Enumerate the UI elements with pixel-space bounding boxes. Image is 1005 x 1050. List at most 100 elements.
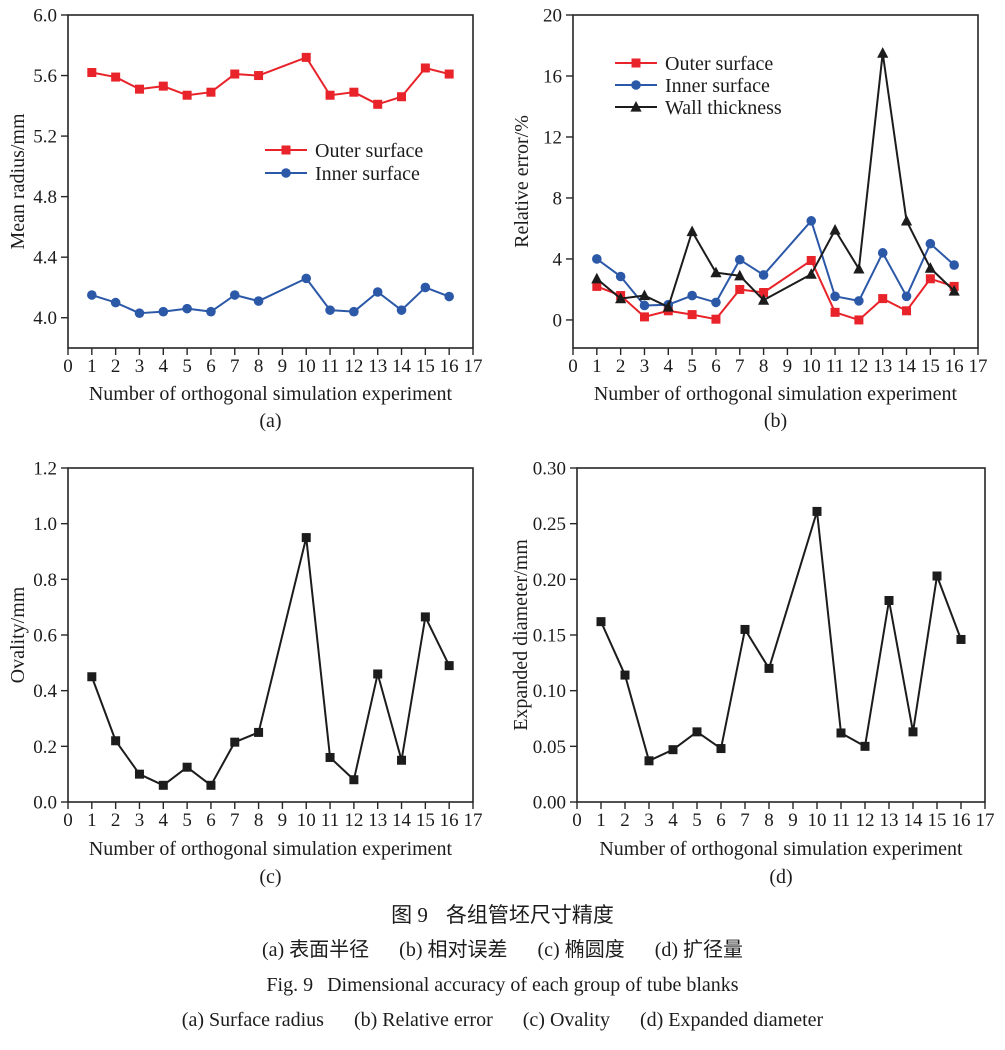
svg-text:14: 14 bbox=[904, 810, 924, 831]
svg-text:13: 13 bbox=[873, 356, 892, 377]
svg-text:12: 12 bbox=[849, 356, 868, 377]
svg-text:0.25: 0.25 bbox=[533, 514, 566, 535]
svg-text:10: 10 bbox=[297, 356, 316, 377]
svg-text:7: 7 bbox=[735, 356, 745, 377]
svg-text:5: 5 bbox=[182, 356, 192, 377]
series-outer-surface bbox=[87, 52, 454, 109]
svg-text:11: 11 bbox=[321, 356, 339, 377]
svg-text:17: 17 bbox=[464, 810, 483, 831]
svg-text:4.8: 4.8 bbox=[33, 187, 57, 208]
svg-text:16: 16 bbox=[952, 810, 971, 831]
svg-text:0.2: 0.2 bbox=[33, 737, 57, 758]
svg-text:15: 15 bbox=[921, 356, 940, 377]
svg-text:9: 9 bbox=[278, 810, 288, 831]
svg-text:4: 4 bbox=[668, 810, 678, 831]
svg-text:0.10: 0.10 bbox=[533, 681, 566, 702]
svg-text:5.2: 5.2 bbox=[33, 127, 57, 148]
svg-text:3: 3 bbox=[640, 356, 650, 377]
svg-text:0.05: 0.05 bbox=[533, 737, 566, 758]
series-ovality bbox=[87, 533, 454, 790]
y-axis-label: Mean radius/mm bbox=[7, 113, 29, 250]
svg-text:0.0: 0.0 bbox=[33, 793, 57, 814]
y-tick-labels: 4.0 4.4 4.8 5.2 5.6 6.0 bbox=[33, 6, 57, 330]
caption-zh-figure-number: 图 9 bbox=[391, 903, 428, 927]
svg-text:3: 3 bbox=[135, 356, 145, 377]
caption-en-title-text: Dimensional accuracy of each group of tu… bbox=[327, 974, 739, 996]
caption-en-title: Fig. 9 Dimensional accuracy of each group… bbox=[0, 972, 1005, 998]
svg-text:4: 4 bbox=[159, 810, 169, 831]
subplot-tag: (d) bbox=[769, 866, 792, 888]
svg-text:2: 2 bbox=[111, 356, 121, 377]
svg-text:8: 8 bbox=[553, 188, 563, 209]
legend-label: Outer surface bbox=[315, 140, 423, 162]
svg-text:15: 15 bbox=[928, 810, 947, 831]
series-wall-thickness bbox=[591, 47, 960, 312]
svg-text:13: 13 bbox=[368, 356, 387, 377]
caption-zh-title-text: 各组管坯尺寸精度 bbox=[445, 903, 614, 927]
chart-svg-b: 0 1 2 3 4 5 6 7 8 9 10 11 12 13 14 15 16 17048121620Numbe… bbox=[511, 6, 988, 433]
figure-captions: 图 9 各组管坯尺寸精度 (a) 表面半径 (b) 相对误差 (c) 椭圆度 (d) 扩… bbox=[0, 902, 1005, 1042]
svg-text:0.00: 0.00 bbox=[533, 793, 566, 814]
svg-text:0: 0 bbox=[572, 810, 582, 831]
svg-text:6: 6 bbox=[711, 356, 721, 377]
x-tick-labels: 0 1 2 3 4 5 6 7 8 9 10 11 12 13 14 15 16 17 bbox=[63, 810, 482, 831]
svg-text:1: 1 bbox=[592, 356, 602, 377]
y-axis-label: Ovality/mm bbox=[7, 586, 29, 683]
caption-en-figure-number: Fig. 9 bbox=[266, 974, 314, 996]
svg-text:0.30: 0.30 bbox=[533, 459, 566, 480]
axes bbox=[61, 467, 474, 809]
series-outer-surface bbox=[592, 255, 959, 325]
svg-text:12: 12 bbox=[344, 356, 363, 377]
x-axis-label: Number of orthogonal simulation experime… bbox=[89, 838, 453, 860]
svg-text:8: 8 bbox=[764, 810, 774, 831]
svg-text:0: 0 bbox=[63, 356, 73, 377]
svg-text:9: 9 bbox=[278, 356, 288, 377]
caption-zh-part-b: (b) 相对误差 bbox=[399, 939, 508, 961]
subplot-tag: (b) bbox=[764, 410, 787, 432]
svg-text:6: 6 bbox=[716, 810, 726, 831]
series-inner-surface bbox=[592, 216, 959, 311]
svg-text:7: 7 bbox=[740, 810, 750, 831]
svg-text:16: 16 bbox=[945, 356, 964, 377]
subplot-a-surface-radius: 0 1 2 3 4 5 6 7 8 9 10 11 12 13 14 15 16 17 4.0 4.4 4.8 5.2 5.… bbox=[0, 0, 500, 435]
legend-label: Inner surface bbox=[315, 163, 420, 185]
caption-en-part-c: (c) Ovality bbox=[522, 1009, 610, 1031]
svg-text:5: 5 bbox=[182, 810, 192, 831]
svg-text:14: 14 bbox=[392, 356, 412, 377]
svg-text:1.2: 1.2 bbox=[33, 459, 57, 480]
svg-text:20: 20 bbox=[543, 6, 562, 27]
subplot-tag: (a) bbox=[259, 410, 281, 432]
svg-text:0: 0 bbox=[63, 810, 73, 831]
legend-label: Wall thickness bbox=[665, 97, 782, 119]
svg-text:12: 12 bbox=[344, 810, 363, 831]
svg-text:0: 0 bbox=[568, 356, 578, 377]
svg-text:6.0: 6.0 bbox=[33, 6, 57, 27]
svg-text:12: 12 bbox=[856, 810, 875, 831]
svg-text:11: 11 bbox=[321, 810, 339, 831]
chart-svg-d: 0 1 2 3 4 5 6 7 8 9 10 11 12 13 14 15 16 170.000.050.100.… bbox=[510, 459, 995, 889]
svg-text:6: 6 bbox=[206, 356, 216, 377]
caption-en-part-a: (a) Surface radius bbox=[181, 1009, 324, 1031]
y-axis-label: Expanded diameter/mm bbox=[510, 539, 532, 731]
y-tick-labels: 0 4 8 12 16 20 bbox=[543, 6, 563, 332]
svg-text:0: 0 bbox=[553, 310, 563, 331]
svg-text:7: 7 bbox=[230, 810, 240, 831]
svg-text:9: 9 bbox=[783, 356, 793, 377]
x-tick-labels: 0 1 2 3 4 5 6 7 8 9 10 11 12 13 14 15 16 17 bbox=[572, 810, 994, 831]
axes bbox=[566, 14, 979, 355]
svg-text:5: 5 bbox=[692, 810, 702, 831]
caption-zh-part-d: (d) 扩径量 bbox=[654, 939, 744, 961]
svg-text:4.4: 4.4 bbox=[33, 248, 57, 269]
svg-text:15: 15 bbox=[416, 810, 435, 831]
svg-text:4.0: 4.0 bbox=[33, 308, 57, 329]
svg-text:14: 14 bbox=[392, 810, 412, 831]
svg-text:3: 3 bbox=[135, 810, 145, 831]
svg-text:17: 17 bbox=[969, 356, 988, 377]
y-tick-labels: 0.00 0.05 0.10 0.15 0.20 0.25 0.30 bbox=[533, 459, 566, 814]
svg-text:4: 4 bbox=[159, 356, 169, 377]
svg-text:17: 17 bbox=[976, 810, 995, 831]
caption-zh-sublabels: (a) 表面半径 (b) 相对误差 (c) 椭圆度 (d) 扩径量 bbox=[0, 937, 1005, 963]
svg-text:4: 4 bbox=[664, 356, 674, 377]
series-expanded-diameter bbox=[596, 506, 966, 766]
